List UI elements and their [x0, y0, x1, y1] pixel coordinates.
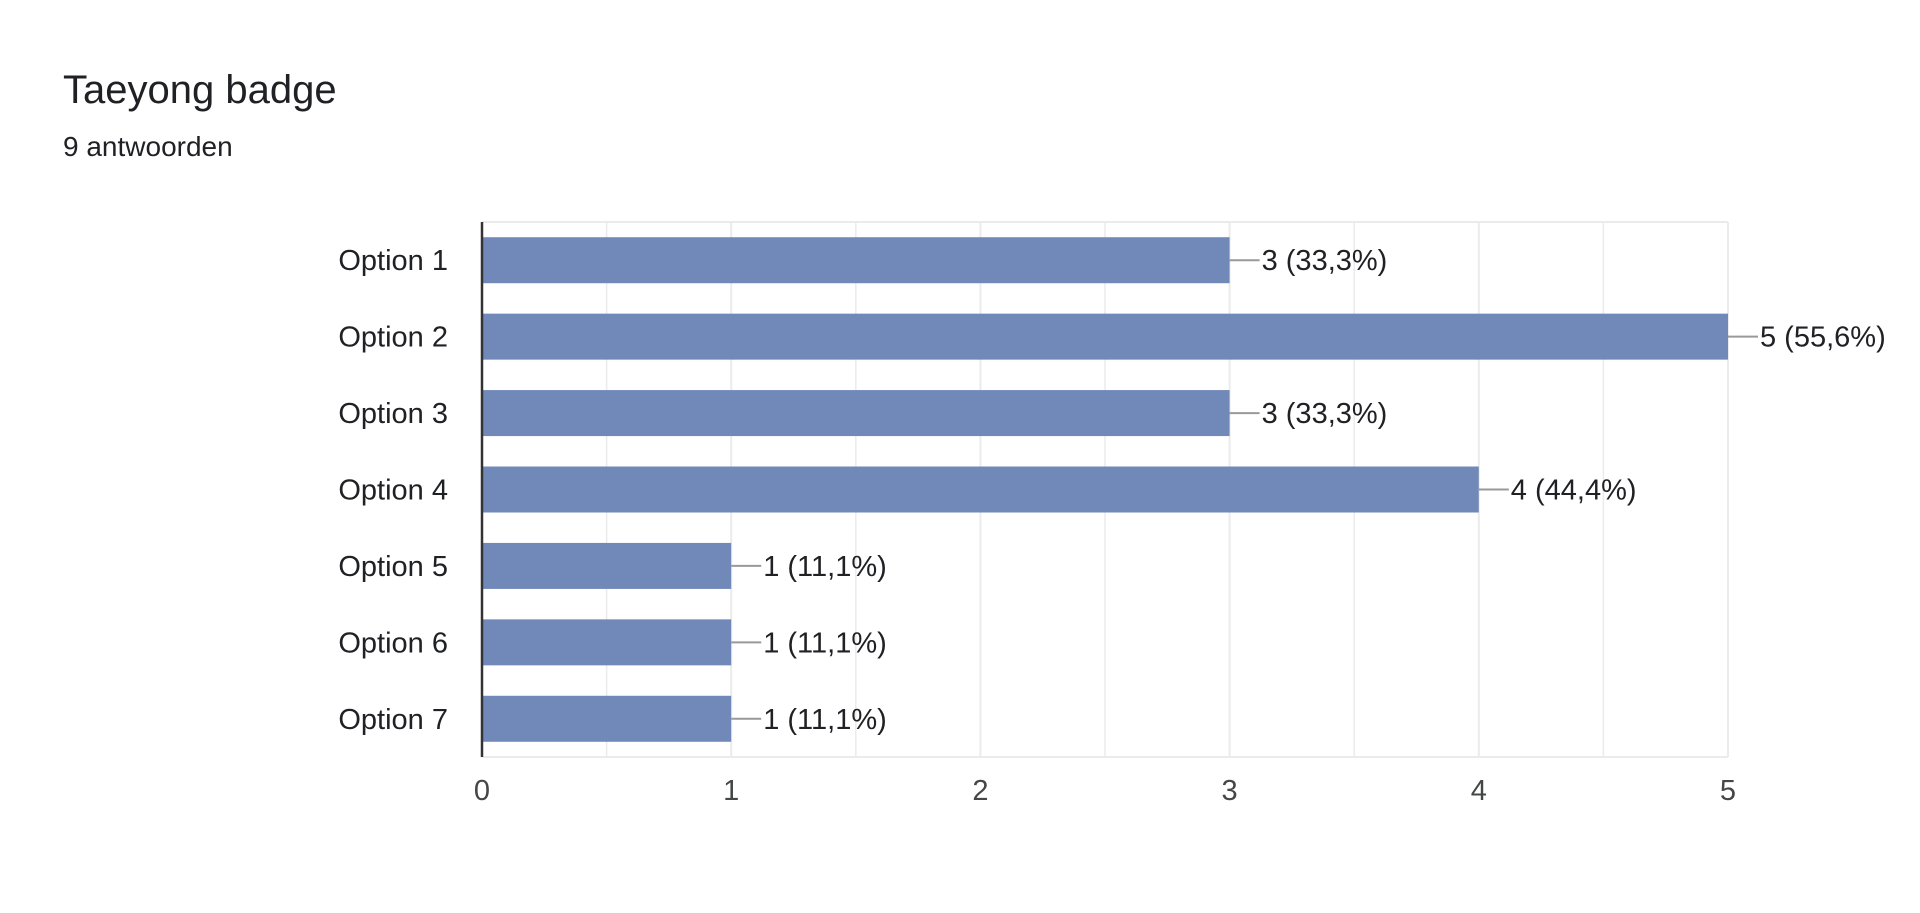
chart-header: Taeyong badge 9 antwoorden	[63, 66, 337, 164]
data-label: 3 (33,3%)	[1262, 245, 1388, 277]
x-tick-label: 5	[1720, 775, 1736, 807]
x-tick-labels: 0 1 2 3 4 5	[474, 775, 1736, 807]
data-label: 1 (11,1%)	[763, 627, 887, 659]
bar	[482, 466, 1479, 513]
x-tick-label: 1	[723, 775, 739, 807]
chart-title: Taeyong badge	[63, 68, 337, 112]
bar	[482, 390, 1230, 437]
x-tick-label: 4	[1471, 775, 1487, 807]
category-label: Option 1	[338, 245, 448, 277]
data-label: 3 (33,3%)	[1262, 398, 1388, 430]
bar	[482, 695, 732, 742]
category-labels: Option 1 Option 2 Option 3 Option 4 Option 5…	[338, 245, 448, 736]
data-label: 1 (11,1%)	[763, 704, 887, 736]
category-label: Option 3	[338, 398, 448, 430]
data-label: 1 (11,1%)	[763, 551, 887, 583]
bar	[482, 237, 1230, 284]
category-label: Option 6	[338, 627, 448, 659]
response-count: 9 antwoorden	[63, 131, 233, 162]
category-label: Option 2	[338, 322, 448, 354]
category-label: Option 4	[338, 475, 448, 507]
label-leader-lines	[731, 259, 1758, 720]
category-label: Option 7	[338, 704, 448, 736]
data-label: 5 (55,6%)	[1760, 322, 1886, 354]
x-tick-label: 3	[1222, 775, 1238, 807]
bar	[482, 619, 732, 666]
category-label: Option 5	[338, 551, 448, 583]
data-labels: 3 (33,3%) 5 (55,6%) 3 (33,3%) 4 (44,4%) 1 (1…	[763, 245, 1886, 736]
x-tick-label: 0	[474, 775, 490, 807]
data-label: 4 (44,4%)	[1511, 475, 1637, 507]
bar	[482, 542, 732, 589]
bar	[482, 313, 1728, 360]
bars	[482, 237, 1728, 742]
x-tick-label: 2	[972, 775, 988, 807]
